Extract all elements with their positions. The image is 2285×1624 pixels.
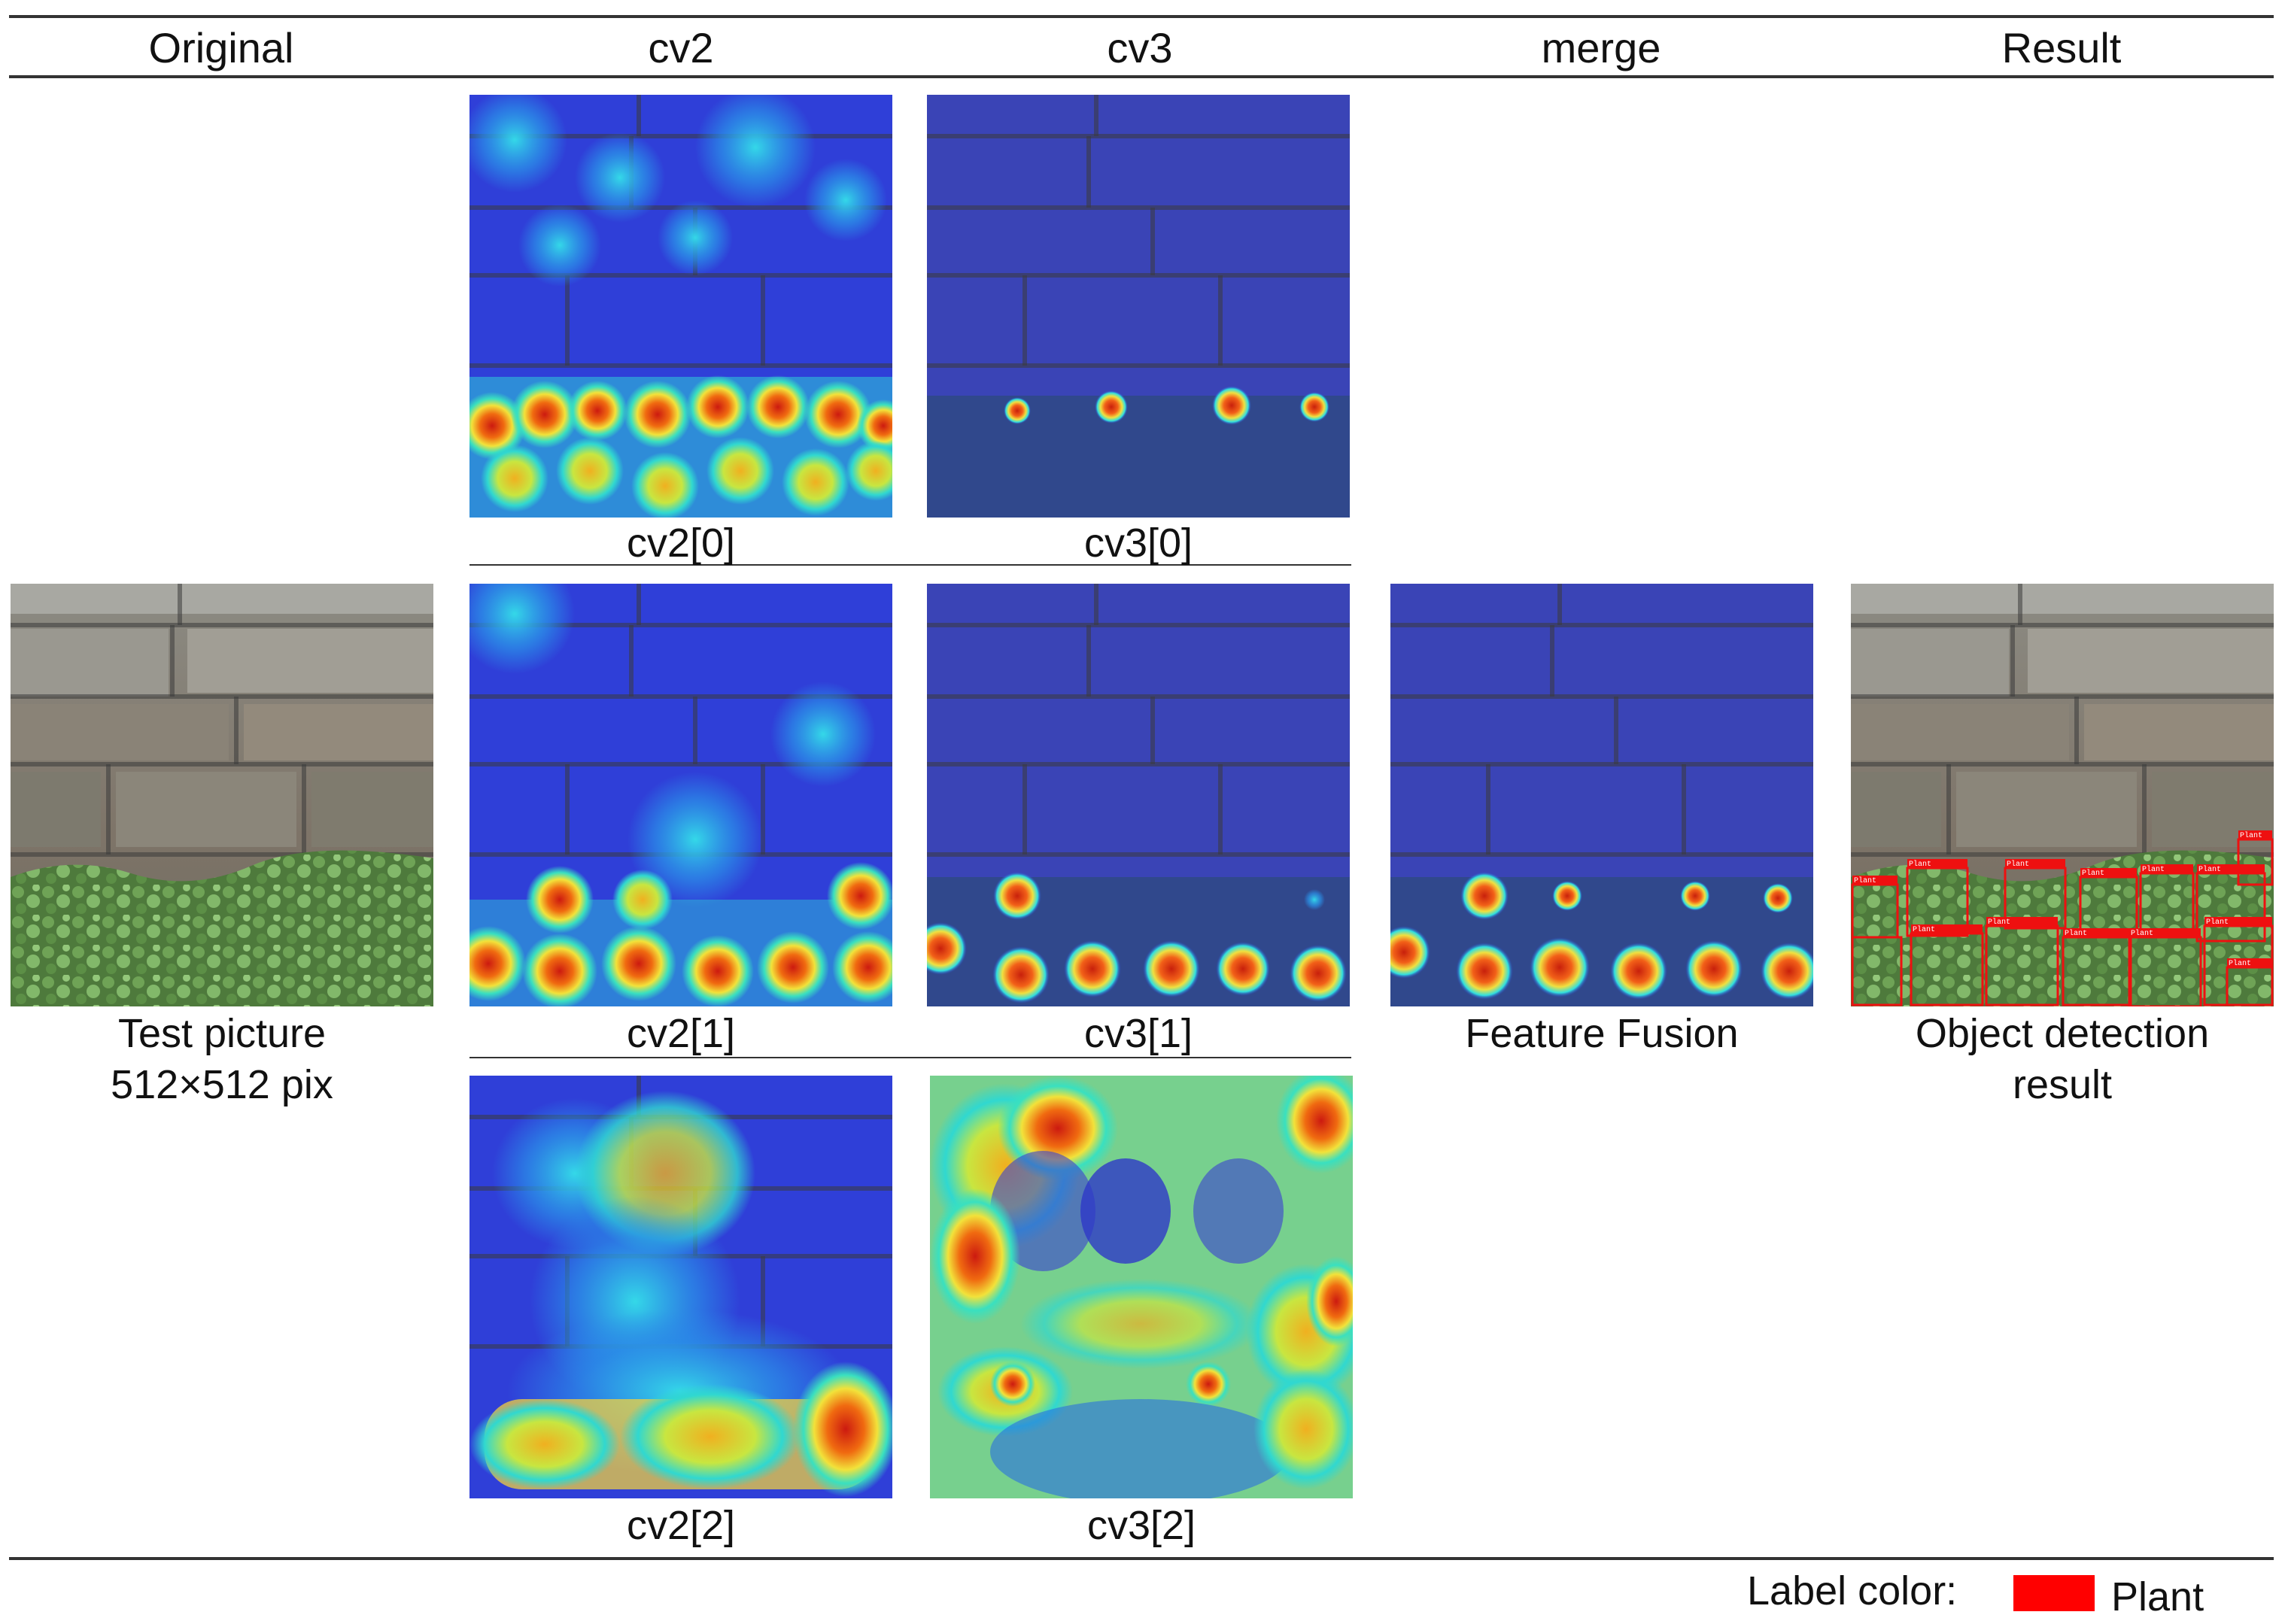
- detection-box-label: Plant: [2065, 929, 2087, 938]
- object-detection-caption: Object detection result: [1837, 1008, 2285, 1110]
- legend-class-name: Plant: [2111, 1574, 2204, 1619]
- header-original: Original: [148, 24, 294, 71]
- detection-box-label: Plant: [1854, 876, 1876, 885]
- cv3-1-heatmap: [927, 584, 1350, 1006]
- cv3-2-caption: cv3[2]: [1086, 1503, 1196, 1548]
- object-detection-image: Plant Plant Plant Plant Plant Plant Plan…: [1851, 584, 2274, 1006]
- cv2-0-caption: cv2[0]: [626, 521, 736, 566]
- detection-box-label: Plant: [1909, 860, 1931, 869]
- detection-box-label: Plant: [2198, 865, 2221, 874]
- detection-box-label: Plant: [2206, 918, 2229, 927]
- bottom-rule: [9, 1557, 2274, 1560]
- feature-fusion-caption: Feature Fusion: [1465, 1011, 1739, 1056]
- feature-fusion-heatmap: [1390, 584, 1813, 1006]
- test-picture-caption: Test picture 512×512 pix: [0, 1008, 448, 1110]
- header-result: Result: [2001, 24, 2122, 71]
- cv3-0-heatmap: [927, 95, 1350, 518]
- test-picture-caption-line1: Test picture: [117, 1011, 327, 1056]
- detection-box-label: Plant: [1988, 918, 2010, 927]
- cv2-2-caption: cv2[2]: [626, 1503, 736, 1548]
- top-rule: [9, 15, 2274, 18]
- detection-box-label: Plant: [2229, 959, 2251, 968]
- detection-box-label: Plant: [2240, 831, 2262, 840]
- cv3-2-heatmap: [930, 1076, 1353, 1498]
- test-picture-caption-line2: 512×512 pix: [111, 1062, 333, 1107]
- object-detection-caption-line1: Object detection: [1915, 1011, 2210, 1056]
- test-picture-image: [11, 584, 433, 1006]
- cv2-1-heatmap: [469, 584, 892, 1006]
- detection-box-label: Plant: [1913, 925, 1935, 934]
- detection-box-label: Plant: [2142, 865, 2165, 874]
- legend-color-swatch: [2013, 1575, 2095, 1611]
- detection-box-label: Plant: [2007, 860, 2029, 869]
- cv3-1-caption: cv3[1]: [1083, 1011, 1193, 1056]
- cv2-1-caption: cv2[1]: [626, 1011, 736, 1056]
- header-rule: [9, 75, 2274, 78]
- detection-box-label: Plant: [2082, 869, 2104, 878]
- legend-label: Label color:: [1747, 1568, 1958, 1613]
- row-divider-1: [469, 564, 1351, 566]
- header-cv2: cv2: [648, 24, 714, 71]
- header-cv3: cv3: [1107, 24, 1173, 71]
- row-divider-2: [469, 1057, 1351, 1058]
- header-merge: merge: [1541, 24, 1661, 71]
- cv2-2-heatmap: [469, 1076, 892, 1498]
- object-detection-caption-line2: result: [2012, 1062, 2113, 1107]
- detection-box-label: Plant: [2131, 929, 2153, 938]
- cv3-0-caption: cv3[0]: [1083, 521, 1193, 566]
- cv2-0-heatmap: [469, 95, 892, 518]
